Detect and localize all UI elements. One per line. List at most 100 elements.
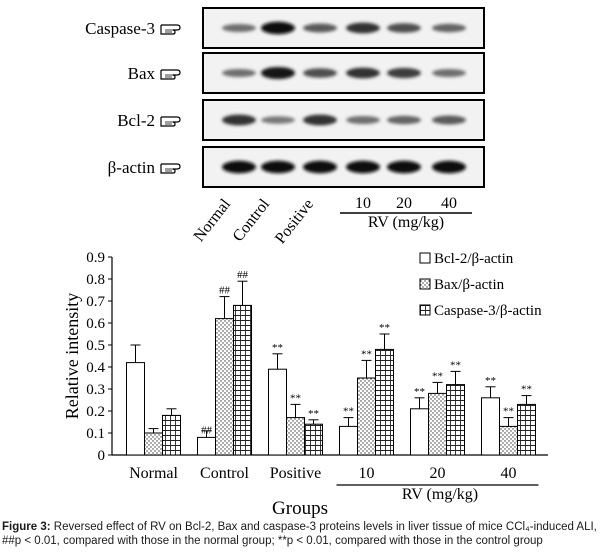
x-tick-label: Positive [270,465,322,482]
blot-band [261,160,295,174]
legend-label: Caspase-3/β-actin [434,303,542,319]
legend-swatch [419,278,431,290]
pointing-hand-icon [160,69,181,80]
pointing-hand-icon [160,24,181,35]
significance-mark: ** [432,370,443,382]
legend-swatch [419,252,431,264]
blot-band [387,23,421,33]
y-tick-label: 0.6 [86,316,105,332]
x-axis-label: Groups [272,498,328,519]
significance-mark: ** [343,406,354,418]
legend-label: Bcl-2/β-actin [434,251,514,267]
bar [233,304,252,456]
blot-lane-label: 40 [441,195,457,212]
blot-band [222,68,256,78]
figure-caption: Figure 3: Reversed effect of RV on Bcl-2… [2,520,612,548]
blot-lane-label: 20 [396,195,412,212]
blot-band [303,114,337,126]
x-tick-label: Control [200,465,249,482]
rv-label: RV (mg/kg) [368,214,444,231]
blot-band [432,23,466,33]
blot-band [432,115,466,125]
significance-mark: ** [521,384,532,396]
caption-label: Figure 3: [2,521,51,533]
blot-lane-label: Control [230,196,274,245]
bar-chart: 0 0.1 0.2 0.3 0.4 0.5 0.6 0.7 0.8 0.9 Relative int… [62,250,548,519]
western-blot-panel: Caspase-3 Bax Bcl-2 β-actin NormalControlPos… [85,7,485,247]
bar [517,403,536,456]
y-tick-label: 0.3 [86,382,105,398]
bar [144,432,163,456]
blot-band [303,68,337,78]
bar [499,425,518,456]
significance-mark: ** [361,348,372,360]
rv-group-label: RV (mg/kg) [402,486,478,503]
significance-mark: ** [379,322,390,334]
figure-3: Caspase-3BaxBcl-2β-actinNormalControlPos… [62,7,548,519]
legend-label: Bax/β-actin [434,277,505,293]
blot-band [222,160,256,174]
blot-lane-label: 10 [355,195,371,212]
bar [410,408,429,456]
pointing-hand-icon [160,163,181,174]
significance-mark: ## [237,269,249,281]
y-tick-label: 0.1 [86,426,105,442]
blot-band [387,67,421,79]
blot-band [387,115,421,125]
blot-band [261,21,295,35]
y-tick-label: 0.9 [86,250,105,266]
x-tick-label: 20 [430,465,446,482]
significance-mark: ## [219,285,231,297]
y-tick-label: 0.5 [86,338,105,354]
protein-label: Bcl-2 [117,111,155,130]
significance-mark: ** [414,386,425,398]
x-tick-label: 10 [359,465,375,482]
y-axis-label: Relative intensity [62,293,82,419]
significance-mark: ** [290,392,301,404]
significance-mark: ** [450,359,461,371]
y-tick-label: 0.2 [86,404,105,420]
protein-label: Bax [128,64,156,83]
bar [428,392,447,456]
blot-band [387,160,421,174]
y-tick-label: 0.7 [86,294,105,310]
x-tick-label: 40 [501,465,517,482]
bar [304,423,323,456]
blot-band [222,23,256,33]
significance-mark: ** [485,375,496,387]
blot-band [261,66,295,80]
bar [357,377,376,456]
significance-mark: ## [201,424,213,436]
significance-mark: ** [272,342,283,354]
blot-band [346,22,380,34]
caption-text: Reversed effect of RV on Bcl-2, Bax and … [2,521,597,547]
blot-band [303,160,337,174]
bar [446,384,465,456]
x-tick-label: Normal [129,465,178,482]
y-tick-label: 0.8 [86,272,105,288]
bar [481,397,500,456]
pointing-hand-icon [160,116,181,127]
protein-label: β-actin [108,158,156,177]
bar [215,318,234,456]
bar [268,368,287,456]
blot-band [346,160,380,174]
y-tick-label: 0.4 [86,360,105,376]
bar [162,414,181,456]
blot-band [346,67,380,79]
bar [339,425,358,456]
blot-band [432,160,466,174]
blot-lane-label: Normal [191,196,235,245]
blot-band [346,115,380,125]
blot-lane-label: Positive [272,196,317,247]
significance-mark: ** [308,408,319,420]
blot-band [222,114,256,126]
blot-band [432,68,466,78]
bar [197,436,216,456]
bar [375,348,394,456]
protein-label: Caspase-3 [85,19,155,38]
blot-band [303,23,337,33]
y-tick-label: 0 [98,448,106,464]
blot-band [261,116,295,124]
significance-mark: ** [503,406,514,418]
